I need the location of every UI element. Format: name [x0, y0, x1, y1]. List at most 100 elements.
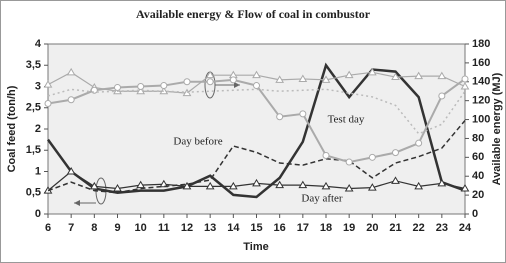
- x-tick-label: 23: [436, 222, 448, 234]
- point: [113, 184, 122, 192]
- point: [345, 158, 353, 166]
- arrow-head: [74, 200, 80, 206]
- y2-tick-label: 60: [472, 151, 484, 163]
- x-tick-label: 22: [413, 222, 425, 234]
- point: [298, 180, 308, 189]
- point: [391, 176, 400, 184]
- point: [228, 181, 238, 190]
- x-tick-label: 18: [320, 222, 332, 234]
- y2-tick-label: 100: [472, 113, 490, 125]
- y-tick-label: 2: [35, 123, 41, 135]
- point: [252, 70, 261, 79]
- y2-tick-label: 180: [472, 38, 490, 50]
- y-tick-label: 1: [35, 165, 41, 177]
- annotation: Day before: [173, 136, 222, 148]
- x-tick-label: 14: [227, 222, 240, 234]
- point: [367, 67, 377, 76]
- y2-tick-label: 120: [472, 95, 490, 107]
- x-tick-label: 21: [389, 222, 401, 234]
- series-line: [47, 88, 466, 135]
- point: [461, 75, 469, 83]
- y-tick-label: 0: [35, 208, 41, 220]
- point: [322, 151, 330, 159]
- point: [252, 178, 261, 187]
- x-tick-label: 17: [297, 222, 309, 234]
- x-tick-label: 11: [158, 222, 170, 234]
- y-tick-label: 2,5: [26, 102, 41, 114]
- y2-tick-label: 160: [472, 57, 490, 69]
- point: [183, 78, 191, 86]
- point: [89, 181, 99, 190]
- point: [368, 153, 376, 161]
- point: [460, 184, 470, 192]
- y-tick-label: 4: [35, 38, 42, 50]
- y-tick-label: 3: [35, 80, 41, 92]
- x-axis-label: Time: [243, 241, 268, 253]
- x-tick-label: 13: [204, 222, 216, 234]
- point: [66, 167, 76, 175]
- chart-title: Available energy & Flow of coal in combu…: [136, 7, 371, 21]
- point: [299, 110, 307, 118]
- x-tick-label: 10: [135, 222, 147, 234]
- point: [43, 80, 53, 88]
- point: [437, 178, 447, 187]
- point: [67, 96, 75, 104]
- point: [460, 82, 470, 90]
- arrow-head: [234, 82, 240, 88]
- point: [182, 181, 192, 190]
- point: [414, 71, 424, 80]
- plot-area: [47, 43, 466, 215]
- y2-tick-label: 80: [472, 132, 484, 144]
- x-tick-label: 7: [68, 222, 74, 234]
- point: [367, 183, 377, 191]
- point: [344, 70, 354, 79]
- point: [275, 75, 285, 83]
- point: [415, 139, 423, 147]
- series-line: [47, 120, 466, 194]
- x-tick-label: 15: [250, 222, 262, 234]
- point: [114, 83, 121, 91]
- point: [136, 180, 146, 189]
- x-tick-label: 24: [459, 222, 472, 234]
- point: [229, 76, 237, 84]
- y2-tick-label: 20: [472, 189, 484, 201]
- point: [44, 100, 52, 107]
- y-tick-label: 1,5: [26, 144, 41, 156]
- point: [437, 71, 447, 80]
- point: [205, 70, 215, 79]
- point: [206, 78, 214, 86]
- y2-axis-label: Available energy (MJ): [491, 72, 503, 185]
- point: [160, 82, 168, 90]
- point: [298, 74, 308, 82]
- point: [276, 113, 284, 121]
- y-tick-label: 0,5: [26, 187, 41, 199]
- point: [391, 72, 400, 81]
- point: [137, 83, 145, 90]
- point: [66, 67, 76, 76]
- point: [438, 92, 446, 100]
- point: [414, 181, 424, 190]
- y2-tick-label: 40: [472, 170, 484, 182]
- point: [253, 82, 260, 90]
- point: [321, 181, 331, 190]
- point: [205, 181, 215, 190]
- x-tick-label: 19: [343, 222, 355, 234]
- point: [159, 179, 169, 188]
- point: [275, 180, 285, 189]
- x-tick-label: 12: [181, 222, 193, 234]
- annotation: Test day: [328, 114, 365, 126]
- x-tick-label: 9: [114, 222, 120, 234]
- y2-tick-label: 0: [472, 208, 478, 220]
- y-tick-label: 3,5: [26, 59, 41, 71]
- x-tick-label: 20: [366, 222, 378, 234]
- annotation: Day after: [301, 193, 343, 205]
- y-axis-label: Coal feed (ton/h): [6, 85, 18, 172]
- x-tick-label: 16: [274, 222, 286, 234]
- point: [344, 184, 354, 192]
- y2-tick-label: 140: [472, 76, 490, 88]
- x-tick-label: 8: [91, 222, 97, 234]
- point: [392, 149, 399, 157]
- point: [321, 75, 331, 83]
- x-tick-label: 6: [45, 222, 51, 234]
